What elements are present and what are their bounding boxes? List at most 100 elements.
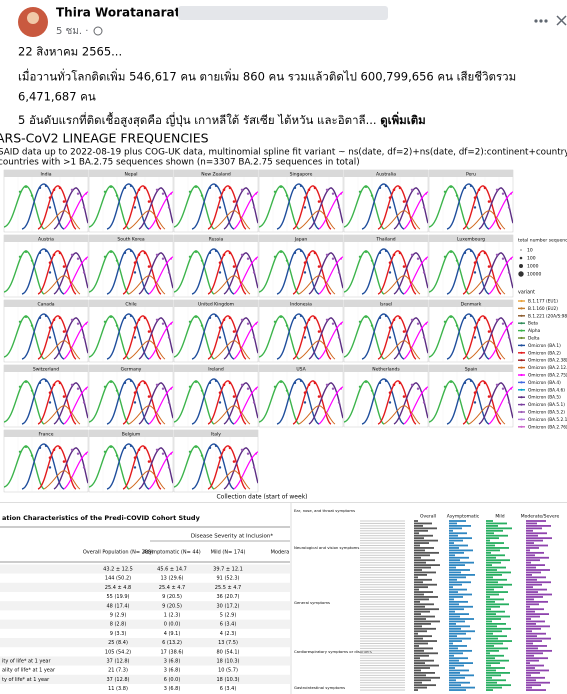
- table-cell: 25.4 ± 4.8: [105, 585, 131, 591]
- symptom-bar-decor: [486, 637, 498, 640]
- symptom-bar-decor: [449, 649, 472, 652]
- panel-strip: [4, 365, 88, 372]
- table-cell: 144 (50.2): [105, 576, 131, 582]
- label-placeholder: [360, 662, 405, 664]
- panel-title: Peru: [466, 171, 476, 177]
- table-cell: 3 (6.8): [164, 686, 181, 692]
- panel-title: Indonesia: [290, 301, 312, 307]
- panel-title: South Korea: [117, 236, 145, 242]
- symptom-bar-decor: [414, 593, 424, 596]
- symptom-bar-decor: [526, 583, 542, 586]
- legend-swatch-dot: [520, 403, 523, 406]
- symptom-bar-decor: [526, 525, 551, 527]
- panel-title: France: [39, 431, 54, 437]
- symptom-bar-decor: [414, 598, 429, 601]
- legend-label: Omicron (BA.1): [528, 343, 561, 349]
- symptom-bar-decor: [414, 657, 420, 660]
- post-text-line: 6,471,687 คน: [18, 90, 96, 104]
- row-label: ality of life* at 1 year: [2, 668, 56, 674]
- post-time[interactable]: 5 ชม. ·: [56, 26, 88, 37]
- author-name[interactable]: Thira Woratanarat: [56, 6, 181, 20]
- symptom-bar-decor: [449, 522, 457, 525]
- table-cell: 4 (2.3): [220, 631, 237, 637]
- symptom-bar-decor: [526, 630, 532, 633]
- symptom-bar-decor: [449, 662, 473, 664]
- label-placeholder: [360, 532, 405, 534]
- panel-title: Japan: [294, 236, 308, 242]
- symptom-bar-decor: [486, 659, 509, 662]
- row-band: [0, 656, 290, 666]
- symptom-bar-decor: [449, 520, 466, 522]
- panel-strip: [429, 235, 513, 242]
- more-button[interactable]: [534, 19, 548, 23]
- table-cell: 13 (7.5): [218, 640, 238, 646]
- table-cell: 30 (17.2): [217, 603, 240, 609]
- globe-icon: [93, 26, 103, 36]
- symptom-bar-decor: [414, 669, 421, 672]
- table-cell: 9 (2.9): [110, 613, 127, 619]
- symptom-bar-decor: [486, 667, 505, 669]
- symptom-bar-decor: [486, 676, 492, 679]
- post-text-line: เมื่อวานทั่วโลกติดเพิ่ม 546,617 คน ตายเพ…: [18, 69, 516, 84]
- post-text-line: 5 อันดับแรกที่ติดเชื้อสูงสุดคือ ญี่ปุ่น …: [18, 111, 426, 128]
- label-placeholder: [360, 552, 405, 554]
- table-cell: 17 (38.6): [161, 649, 184, 655]
- label-placeholder: [360, 687, 405, 689]
- panel-strip: [4, 300, 88, 307]
- symptom-bar-decor: [449, 586, 453, 589]
- symptom-bar-decor: [414, 586, 428, 589]
- panel-strip: [174, 430, 258, 437]
- panel-strip: [259, 365, 343, 372]
- symptom-bar-decor: [526, 586, 533, 589]
- symptom-bar-decor: [526, 664, 544, 667]
- see-more-link[interactable]: ดูเพิ่มเติม: [380, 111, 426, 128]
- symptom-bar-decor: [449, 564, 465, 566]
- symptom-bar-decor: [486, 588, 494, 591]
- symptom-bar-decor: [414, 645, 419, 647]
- symptom-bar-decor: [486, 556, 496, 559]
- symptom-chart-image[interactable]: Overall Asymptomatic Mild Moderate/Severe Ea…: [292, 503, 567, 694]
- symptom-bar-decor: [449, 640, 462, 642]
- symptom-bar-decor: [449, 581, 471, 584]
- symptom-bar-decor: [449, 659, 459, 662]
- label-placeholder: [360, 571, 405, 573]
- symptom-bar-decor: [486, 664, 491, 667]
- symptom-bar-decor: [526, 647, 538, 650]
- symptom-bar-decor: [449, 610, 455, 613]
- legend-swatch-dot: [520, 418, 523, 421]
- lineage-chart-image[interactable]: ARS-CoV2 LINEAGE FREQUENCIES SAID data u…: [0, 130, 567, 502]
- close-button[interactable]: [556, 15, 567, 26]
- panel-strip: [429, 300, 513, 307]
- avatar-face: [27, 12, 39, 24]
- label-placeholder: [360, 540, 405, 542]
- legend-size-symbol: [520, 249, 522, 251]
- label-placeholder: [360, 677, 405, 679]
- symptom-bar-decor: [526, 672, 540, 674]
- symptom-bar-decor: [449, 605, 473, 608]
- legend-title: variant: [518, 290, 535, 296]
- legend-label: Omicron (BA.5): [528, 395, 561, 401]
- symptom-bar-decor: [449, 561, 474, 564]
- label-placeholder: [360, 682, 405, 684]
- group-header: Disease Severity at Inclusion*: [191, 534, 274, 540]
- symptom-bar-decor: [486, 618, 501, 620]
- legend-label: B.1.160 (EU2): [528, 306, 558, 312]
- legend-swatch-dot: [520, 329, 523, 332]
- label-placeholder: [360, 591, 405, 593]
- symptom-bar-decor: [449, 537, 472, 540]
- symptom-bar-decor: [526, 578, 537, 581]
- symptom-bar-decor: [486, 625, 497, 628]
- label-placeholder: [360, 608, 405, 610]
- cohort-table-image[interactable]: ation Characteristics of the Predi-COVID…: [0, 503, 290, 694]
- table-cell: 18 (10.3): [217, 659, 240, 665]
- symptom-bar-decor: [486, 591, 508, 593]
- symptom-bar-decor: [526, 566, 536, 569]
- panel-title: United Kingdom: [198, 301, 234, 307]
- legend-swatch-dot: [520, 373, 523, 377]
- symptom-bar-decor: [486, 525, 498, 527]
- legend-swatch-dot: [520, 425, 523, 428]
- label-placeholder: [360, 574, 405, 576]
- legend-size-symbol: [519, 264, 523, 268]
- group-label: Gastrointestinal symptoms: [294, 685, 345, 690]
- symptom-bar-decor: [449, 679, 456, 682]
